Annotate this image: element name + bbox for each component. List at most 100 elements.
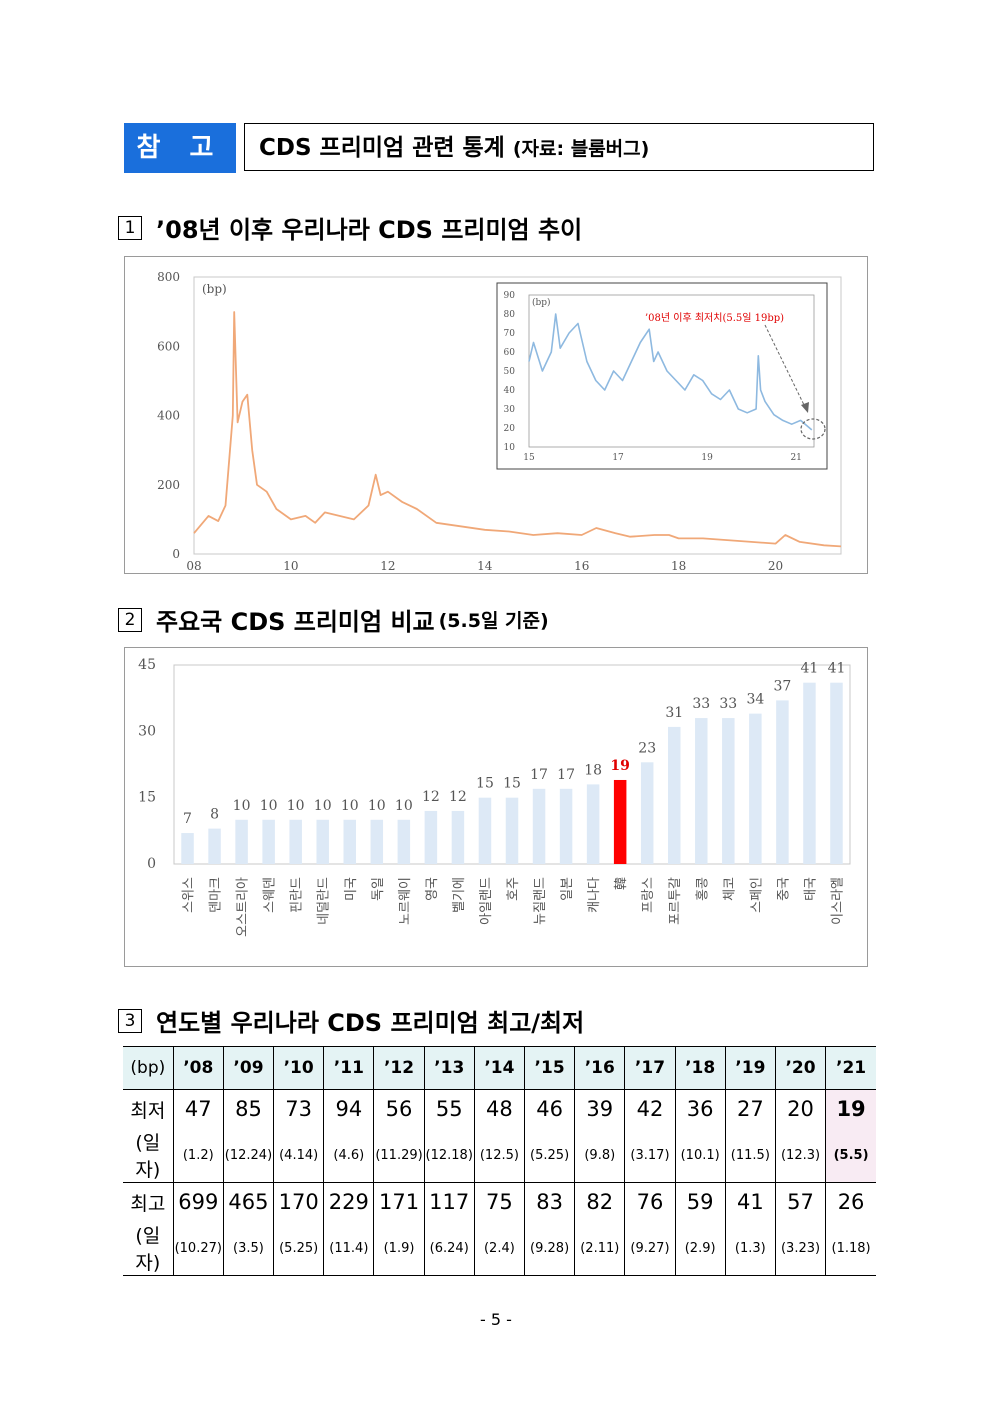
- country-bar: [343, 819, 357, 864]
- trend-unit-label: (bp): [202, 282, 227, 296]
- page-number: - 5 -: [480, 1310, 512, 1329]
- bar-category-label: 벨기에: [452, 877, 467, 913]
- country-bar: [451, 810, 465, 864]
- bar-y-tick: 0: [147, 856, 156, 872]
- bar-y-tick: 30: [138, 723, 156, 739]
- table-min-value: 73: [273, 1089, 324, 1128]
- table-max-date: (1.9): [373, 1221, 425, 1276]
- table-year-header: ’08: [172, 1046, 224, 1090]
- page-title-source: (자료: 블룸버그): [512, 138, 650, 160]
- bar-category-label: 스웨덴: [263, 877, 278, 913]
- bar-data-label: 33: [719, 696, 737, 712]
- bar-category-label: 일본: [560, 877, 575, 901]
- bar-data-label: 31: [665, 705, 683, 721]
- bar-category-label: 아일랜드: [479, 877, 494, 925]
- bar-category-label: 이스라엘: [830, 877, 845, 925]
- table-min-date: (12.18): [423, 1128, 475, 1183]
- bar-data-label: 10: [341, 798, 359, 814]
- country-bar: [424, 810, 438, 864]
- table-max-date: (1.18): [825, 1221, 876, 1276]
- bar-data-label: 10: [395, 798, 413, 814]
- bar-data-label: 19: [610, 758, 629, 774]
- table-year-header: ’16: [574, 1046, 625, 1090]
- inset-unit-label: (bp): [532, 297, 551, 308]
- table-min-date: (9.8): [574, 1128, 625, 1183]
- country-bar: [722, 718, 735, 864]
- inset-y-tick: 50: [504, 367, 516, 377]
- table-max-value: 465: [222, 1182, 274, 1221]
- trend-x-tick: 18: [671, 559, 686, 573]
- inset-annotation: ’08년 이후 최저치(5.5일 19bp): [645, 312, 784, 324]
- bar-data-label: 10: [287, 798, 305, 814]
- inset-y-tick: 30: [504, 405, 516, 415]
- section-3-number: 3: [118, 1008, 142, 1033]
- bar-category-label: 뉴질랜드: [533, 877, 548, 925]
- table-max-value: 76: [624, 1182, 676, 1221]
- inset-line: [528, 313, 813, 431]
- inset-x-tick: 21: [790, 453, 801, 463]
- bar-data-label: 7: [183, 811, 192, 827]
- bar-data-label: 15: [476, 776, 494, 792]
- page-title: CDS 프리미엄 관련 통계 (자료: 블룸버그): [244, 123, 874, 171]
- table-year-header: ’11: [323, 1046, 374, 1090]
- inset-arrow-head: [801, 402, 809, 413]
- table-year-header: ’18: [674, 1046, 726, 1090]
- table-min-date: (11.5): [724, 1128, 776, 1183]
- trend-y-tick: 600: [157, 339, 180, 353]
- bar-y-tick: 45: [138, 657, 156, 673]
- trend-x-tick: 08: [186, 559, 201, 573]
- inset-plot-area: [528, 294, 815, 448]
- section-3-title-text: 연도별 우리나라 CDS 프리미엄 최고/최저: [156, 1009, 585, 1037]
- table-max-value: 75: [473, 1182, 525, 1221]
- table-year-header: ’09: [222, 1046, 274, 1090]
- trend-x-tick: 12: [380, 559, 395, 573]
- bar-data-label: 8: [210, 807, 219, 823]
- bar-data-label: 12: [449, 789, 467, 805]
- reference-badge: 참 고: [124, 123, 236, 173]
- bar-category-label: 프랑스: [641, 877, 656, 913]
- country-bar: [316, 819, 329, 864]
- table-year-header: ’21: [825, 1046, 876, 1090]
- country-bar: [370, 819, 384, 864]
- table-min-date: (5.5): [825, 1128, 876, 1183]
- table-max-date: (11.4): [323, 1221, 374, 1276]
- table-max-date: (10.27): [172, 1221, 224, 1276]
- inset-y-tick: 90: [504, 291, 516, 301]
- trend-y-tick: 800: [157, 270, 180, 284]
- inset-y-tick: 70: [504, 329, 516, 339]
- country-bar: [640, 762, 654, 864]
- bar-category-label: 호주: [506, 877, 521, 901]
- bar-category-label: 영국: [425, 877, 440, 901]
- section-2-subtitle: (5.5일 기준): [438, 610, 549, 632]
- table-max-value: 82: [574, 1182, 625, 1221]
- table-max-date: (9.27): [624, 1221, 676, 1276]
- inset-annotation-arrow: [764, 324, 806, 408]
- table-max-value: 171: [373, 1182, 425, 1221]
- bar-data-label: 18: [584, 762, 602, 778]
- inset-chart: 10 20 30 40 50 60 70 80 90 15 17 19 21 (bp) ’08년 이후 최저…: [496, 282, 828, 470]
- country-bar: [181, 833, 194, 864]
- country-bar: [532, 788, 546, 864]
- inset-y-tick: 40: [504, 386, 516, 396]
- table-min-value: 42: [624, 1089, 676, 1128]
- page-title-text: CDS 프리미엄 관련 통계: [259, 135, 505, 161]
- table-min-value: 55: [423, 1089, 475, 1128]
- bar-data-label: 10: [314, 798, 332, 814]
- table-max-value: 26: [825, 1182, 876, 1221]
- table-row-label: 최고: [123, 1182, 174, 1221]
- trend-y-tick: 200: [157, 478, 180, 492]
- bar-category-label: 독일: [371, 877, 386, 901]
- table-min-date: (10.1): [674, 1128, 726, 1183]
- section-2-number: 2: [118, 607, 142, 632]
- bar-data-label: 17: [530, 767, 548, 783]
- inset-y-tick: 10: [504, 443, 516, 453]
- bar-data-label: 10: [233, 798, 251, 814]
- table-max-date: (1.3): [724, 1221, 776, 1276]
- table-min-date: (11.29): [373, 1128, 425, 1183]
- table-max-value: 117: [423, 1182, 475, 1221]
- trend-y-tick: 0: [172, 547, 180, 561]
- table-max-value: 41: [724, 1182, 776, 1221]
- table-min-date: (12.24): [222, 1128, 274, 1183]
- table-max-date: (2.11): [574, 1221, 625, 1276]
- bar-y-tick: 15: [138, 790, 156, 806]
